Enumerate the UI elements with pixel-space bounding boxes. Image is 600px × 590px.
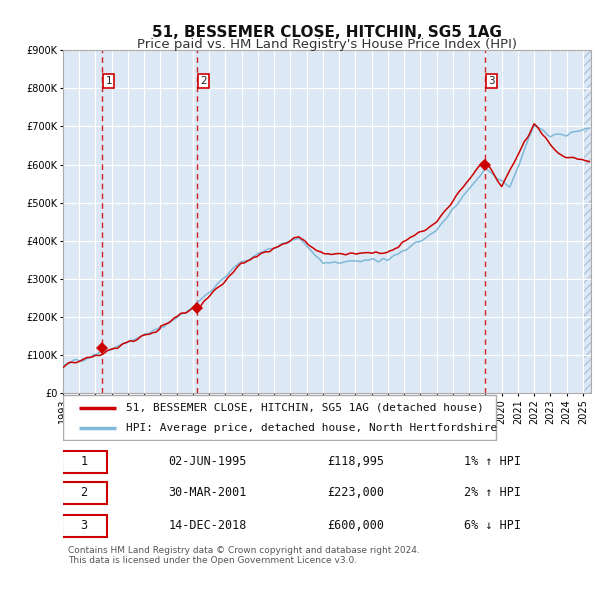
- Text: 2: 2: [80, 486, 88, 499]
- Text: 6% ↓ HPI: 6% ↓ HPI: [464, 519, 521, 532]
- Text: 1: 1: [106, 76, 112, 86]
- Text: 14-DEC-2018: 14-DEC-2018: [169, 519, 247, 532]
- Text: HPI: Average price, detached house, North Hertfordshire: HPI: Average price, detached house, Nort…: [127, 423, 497, 433]
- FancyBboxPatch shape: [62, 514, 107, 537]
- Text: 30-MAR-2001: 30-MAR-2001: [169, 486, 247, 499]
- Text: £118,995: £118,995: [327, 455, 384, 468]
- Text: £223,000: £223,000: [327, 486, 384, 499]
- Text: 51, BESSEMER CLOSE, HITCHIN, SG5 1AG: 51, BESSEMER CLOSE, HITCHIN, SG5 1AG: [152, 25, 502, 40]
- Bar: [583, 50, 591, 394]
- Text: Contains HM Land Registry data © Crown copyright and database right 2024.
This d: Contains HM Land Registry data © Crown c…: [68, 546, 420, 565]
- Text: Price paid vs. HM Land Registry's House Price Index (HPI): Price paid vs. HM Land Registry's House …: [137, 38, 517, 51]
- FancyBboxPatch shape: [63, 395, 496, 440]
- Text: 2% ↑ HPI: 2% ↑ HPI: [464, 486, 521, 499]
- Text: 2: 2: [200, 76, 207, 86]
- Text: £600,000: £600,000: [327, 519, 384, 532]
- FancyBboxPatch shape: [62, 481, 107, 504]
- Text: 3: 3: [80, 519, 88, 532]
- Text: 02-JUN-1995: 02-JUN-1995: [169, 455, 247, 468]
- Text: 3: 3: [488, 76, 494, 86]
- Text: 1% ↑ HPI: 1% ↑ HPI: [464, 455, 521, 468]
- Text: 1: 1: [80, 455, 88, 468]
- Text: 51, BESSEMER CLOSE, HITCHIN, SG5 1AG (detached house): 51, BESSEMER CLOSE, HITCHIN, SG5 1AG (de…: [127, 403, 484, 413]
- FancyBboxPatch shape: [62, 451, 107, 473]
